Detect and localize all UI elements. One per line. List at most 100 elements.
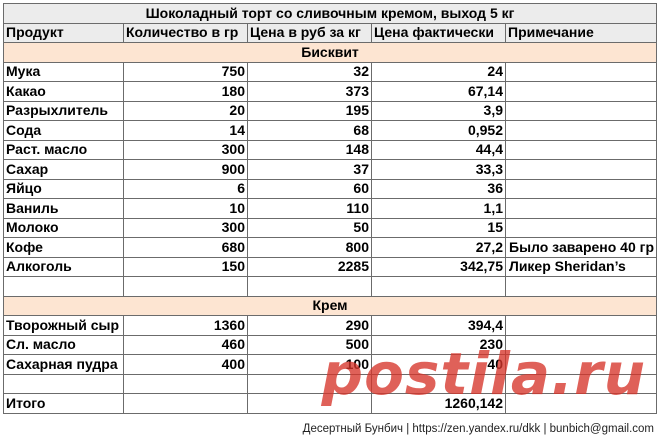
product-cell[interactable]: Раст. масло [3, 139, 124, 160]
product-cell[interactable]: Какао [3, 81, 124, 102]
product-cell[interactable]: Яйцо [3, 178, 124, 199]
product-cell[interactable]: Сахар [3, 159, 124, 180]
empty-cell[interactable] [123, 373, 248, 394]
header-quantity[interactable]: Количество в гр [123, 22, 248, 43]
note-cell[interactable] [504, 120, 658, 141]
actual-price-cell[interactable]: 342,75 [371, 256, 506, 277]
section-title[interactable]: Крем [2, 295, 658, 316]
actual-price-cell[interactable]: 1,1 [371, 198, 506, 219]
price-per-kg-cell[interactable]: 110 [247, 198, 372, 219]
actual-price-cell[interactable]: 3,9 [371, 100, 506, 121]
price-per-kg-cell[interactable]: 195 [247, 100, 372, 121]
empty-cell[interactable] [371, 373, 506, 394]
product-cell[interactable]: Мука [3, 61, 124, 82]
note-cell[interactable] [504, 81, 658, 102]
empty-cell[interactable] [371, 276, 506, 297]
price-per-kg-cell[interactable]: 50 [247, 217, 372, 238]
empty-cell[interactable] [123, 393, 248, 414]
note-cell[interactable] [504, 354, 658, 375]
quantity-cell[interactable]: 400 [123, 354, 248, 375]
recipe-cost-table: Шоколадный торт со сливочным кремом, вых… [2, 3, 658, 414]
quantity-cell[interactable]: 150 [123, 256, 248, 277]
actual-price-cell[interactable]: 27,2 [371, 237, 506, 258]
product-cell[interactable]: Молоко [3, 217, 124, 238]
table-row: Сл. масло 460 500 230 [3, 334, 658, 355]
price-per-kg-cell[interactable]: 37 [247, 159, 372, 180]
price-per-kg-cell[interactable]: 68 [247, 120, 372, 141]
quantity-cell[interactable]: 180 [123, 81, 248, 102]
actual-price-cell[interactable]: 44,4 [371, 139, 506, 160]
table-title[interactable]: Шоколадный торт со сливочным кремом, вых… [2, 3, 658, 24]
quantity-cell[interactable]: 900 [123, 159, 248, 180]
quantity-cell[interactable]: 680 [123, 237, 248, 258]
price-per-kg-cell[interactable]: 290 [247, 315, 372, 336]
product-cell[interactable]: Алкоголь [3, 256, 124, 277]
actual-price-cell[interactable]: 15 [371, 217, 506, 238]
actual-price-cell[interactable]: 33,3 [371, 159, 506, 180]
price-per-kg-cell[interactable]: 373 [247, 81, 372, 102]
note-cell[interactable] [504, 217, 658, 238]
quantity-cell[interactable]: 1360 [123, 315, 248, 336]
actual-price-cell[interactable]: 67,14 [371, 81, 506, 102]
header-price-per-kg[interactable]: Цена в руб за кг [247, 22, 372, 43]
actual-price-cell[interactable]: 24 [371, 61, 506, 82]
quantity-cell[interactable]: 460 [123, 334, 248, 355]
product-cell[interactable]: Сахарная пудра [3, 354, 124, 375]
empty-cell[interactable] [247, 373, 372, 394]
note-cell[interactable] [504, 159, 658, 180]
actual-price-cell[interactable]: 0,952 [371, 120, 506, 141]
credit-line: Десертный Бунбич | https://zen.yandex.ru… [302, 423, 654, 435]
empty-cell[interactable] [504, 393, 658, 414]
note-cell[interactable] [504, 139, 658, 160]
price-per-kg-cell[interactable]: 32 [247, 61, 372, 82]
section-title[interactable]: Бисквит [2, 42, 658, 63]
total-actual-price[interactable]: 1260,142 [371, 393, 506, 414]
quantity-cell[interactable]: 300 [123, 217, 248, 238]
note-cell[interactable]: Было заварено 40 гр [504, 237, 658, 258]
header-actual-price[interactable]: Цена фактически [371, 22, 506, 43]
table-row: Алкоголь 150 2285 342,75 Ликер Sheridan’s [3, 256, 658, 277]
quantity-cell[interactable]: 20 [123, 100, 248, 121]
empty-cell[interactable] [504, 373, 658, 394]
actual-price-cell[interactable]: 394,4 [371, 315, 506, 336]
product-cell[interactable]: Кофе [3, 237, 124, 258]
price-per-kg-cell[interactable]: 60 [247, 178, 372, 199]
price-per-kg-cell[interactable]: 800 [247, 237, 372, 258]
empty-cell[interactable] [3, 276, 124, 297]
empty-cell[interactable] [123, 276, 248, 297]
price-per-kg-cell[interactable]: 100 [247, 354, 372, 375]
note-cell[interactable] [504, 61, 658, 82]
note-cell[interactable] [504, 315, 658, 336]
quantity-cell[interactable]: 14 [123, 120, 248, 141]
table-row: Яйцо 6 60 36 [3, 178, 658, 199]
actual-price-cell[interactable]: 40 [371, 354, 506, 375]
actual-price-cell[interactable]: 36 [371, 178, 506, 199]
note-cell[interactable] [504, 198, 658, 219]
quantity-cell[interactable]: 6 [123, 178, 248, 199]
product-cell[interactable]: Сл. масло [3, 334, 124, 355]
product-cell[interactable]: Разрыхлитель [3, 100, 124, 121]
price-per-kg-cell[interactable]: 148 [247, 139, 372, 160]
note-cell[interactable] [504, 100, 658, 121]
empty-cell[interactable] [504, 276, 658, 297]
note-cell[interactable] [504, 178, 658, 199]
quantity-cell[interactable]: 750 [123, 61, 248, 82]
price-per-kg-cell[interactable]: 500 [247, 334, 372, 355]
total-label[interactable]: Итого [3, 393, 124, 414]
note-cell[interactable]: Ликер Sheridan’s [504, 256, 658, 277]
empty-cell[interactable] [3, 373, 124, 394]
product-cell[interactable]: Сода [3, 120, 124, 141]
header-note[interactable]: Примечание [504, 22, 658, 43]
title-row: Шоколадный торт со сливочным кремом, вых… [2, 3, 658, 24]
product-cell[interactable]: Ваниль [3, 198, 124, 219]
note-cell[interactable] [504, 334, 658, 355]
price-per-kg-cell[interactable]: 2285 [247, 256, 372, 277]
quantity-cell[interactable]: 10 [123, 198, 248, 219]
quantity-cell[interactable]: 300 [123, 139, 248, 160]
product-cell[interactable]: Творожный сыр [3, 315, 124, 336]
header-product[interactable]: Продукт [3, 22, 124, 43]
empty-cell[interactable] [247, 393, 372, 414]
spacer-row [3, 276, 658, 297]
actual-price-cell[interactable]: 230 [371, 334, 506, 355]
empty-cell[interactable] [247, 276, 372, 297]
